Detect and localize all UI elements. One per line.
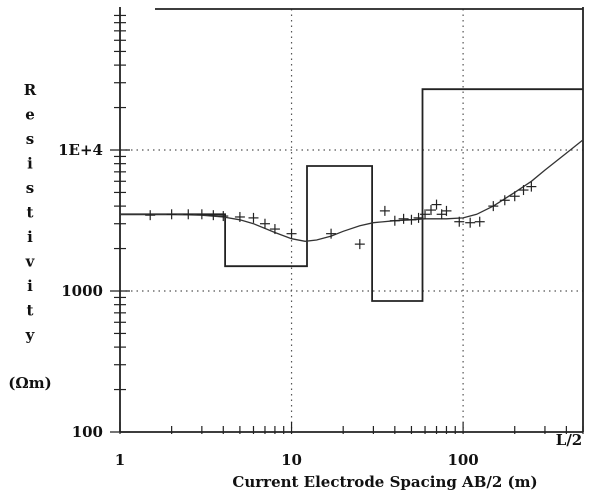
- measured-point: [259, 218, 270, 229]
- measured-point: [248, 212, 259, 223]
- measured-point: [183, 209, 194, 220]
- y-tick-label: 1E+4: [58, 141, 103, 159]
- x-tick-label: 10: [281, 451, 302, 469]
- measured-point: [488, 201, 499, 212]
- measured-point: [441, 205, 452, 216]
- y-axis-title-letter: s: [26, 130, 34, 148]
- fitted-curve-line: [120, 139, 584, 242]
- measured-point: [398, 213, 409, 224]
- y-axis-title-letter: s: [26, 179, 34, 197]
- y-axis-title-letter: i: [27, 277, 33, 295]
- measured-point: [208, 210, 219, 221]
- measured-point: [465, 217, 476, 228]
- y-axis-title-letter: i: [27, 155, 33, 173]
- y-axis-title-letter: t: [27, 204, 34, 222]
- measured-point: [269, 224, 280, 235]
- layer-model-line: [120, 88, 583, 302]
- measured-point: [431, 199, 442, 210]
- grid-lines: [120, 9, 583, 432]
- measured-point: [326, 228, 337, 239]
- x-tick-label: 1: [115, 451, 125, 469]
- measured-point: [413, 212, 424, 223]
- measured-point: [406, 214, 417, 225]
- measured-point: [420, 209, 431, 220]
- x-tick-label: 100: [447, 451, 478, 469]
- measured-point: [286, 228, 297, 239]
- measured-point: [389, 215, 400, 226]
- y-axis-title-letter: i: [27, 228, 33, 246]
- measured-point: [218, 211, 229, 222]
- y-axis-title-letter: v: [25, 253, 36, 271]
- y-axis-title-letter: y: [25, 326, 36, 344]
- measured-point: [145, 210, 156, 221]
- measured-point: [526, 181, 537, 192]
- y-tick-label: 1000: [61, 282, 103, 300]
- y-axis-title-letter: t: [27, 302, 34, 320]
- y-tick-labels: 100 1000 1E+4: [58, 141, 103, 441]
- x-tick-label: L/2: [556, 431, 582, 449]
- measured-point: [518, 185, 529, 196]
- y-axis-title-letter: R: [24, 81, 37, 99]
- measured-point: [509, 191, 520, 202]
- y-tick-label: 100: [72, 423, 103, 441]
- x-tick-labels: 1 10 100 L/2: [115, 431, 582, 469]
- measured-point: [425, 205, 436, 216]
- measured-point: [379, 205, 390, 216]
- measured-point: [474, 216, 485, 227]
- measured-point: [196, 209, 207, 220]
- measured-point: [499, 195, 510, 206]
- data-series: [120, 88, 584, 302]
- measured-point: [234, 211, 245, 222]
- y-axis-title-letter: e: [25, 106, 35, 124]
- measured-point: [166, 209, 177, 220]
- measured-point: [454, 216, 465, 227]
- plot-frame: [110, 7, 584, 434]
- x-axis-title: Current Electrode Spacing AB/2 (m): [232, 473, 537, 491]
- y-axis-unit: (Ωm): [8, 374, 51, 392]
- measured-point: [354, 239, 365, 250]
